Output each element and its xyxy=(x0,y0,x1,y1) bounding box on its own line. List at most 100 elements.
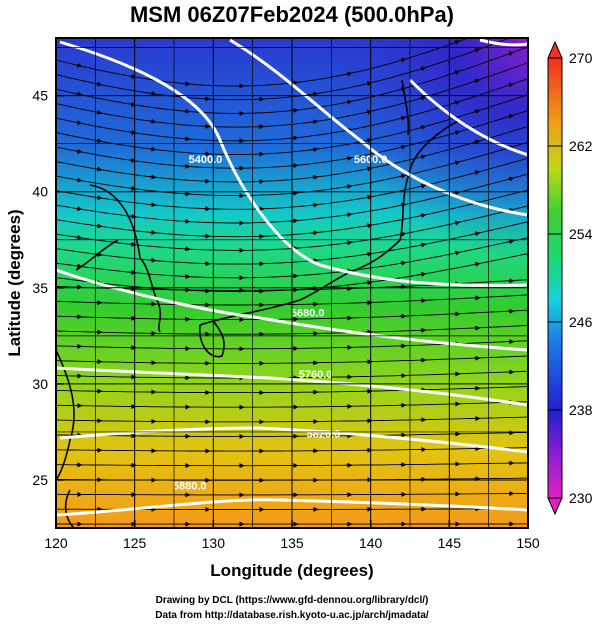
streamline-arrow xyxy=(419,125,427,130)
streamline-arrow xyxy=(419,271,427,277)
streamline-arrow xyxy=(345,155,353,161)
streamline-arrow xyxy=(95,109,103,115)
credit-drawing: Drawing by DCL (https://www.gfd-dennou.o… xyxy=(156,595,429,606)
y-tick-label: 45 xyxy=(32,88,48,104)
streamline-arrow xyxy=(453,100,461,106)
coastlines xyxy=(56,79,461,528)
streamline-arrow xyxy=(473,170,481,176)
contour-5760 xyxy=(56,366,528,407)
streamline-arrow xyxy=(291,163,299,169)
y-tick-label: 30 xyxy=(32,376,48,392)
x-axis-ticks: 120 125 130 135 140 145 150 xyxy=(44,520,540,551)
streamline-arrow xyxy=(473,139,481,145)
contour-label: 5400.0 xyxy=(189,154,223,166)
streamline-arrow xyxy=(311,202,319,208)
streamline-arrow xyxy=(149,257,157,263)
contour-5680 xyxy=(56,268,528,352)
contour-label: 5820.0 xyxy=(307,429,341,441)
streamline-arrow xyxy=(95,138,103,144)
colorbar-tick-label: 262 xyxy=(569,138,593,154)
streamline-arrow xyxy=(345,71,353,77)
streamline-arrow xyxy=(75,120,83,126)
x-tick-label: 125 xyxy=(123,535,147,551)
streamline-arrow xyxy=(95,223,103,229)
y-axis-ticks: 25 30 35 40 45 xyxy=(32,88,64,488)
streamline-arrow xyxy=(419,66,427,72)
x-tick-label: 150 xyxy=(516,535,540,551)
streamline-arrow xyxy=(399,57,407,63)
streamline-arrow xyxy=(399,173,407,179)
colorbar-ticks: 230 238 246 254 262 270 xyxy=(548,50,593,506)
x-tick-label: 140 xyxy=(359,535,383,551)
streamline-arrow xyxy=(183,108,191,114)
streamline-arrow xyxy=(149,174,157,180)
streamline-arrow xyxy=(75,263,83,269)
streamline-arrow xyxy=(453,160,461,166)
streamline-arrow xyxy=(473,261,481,267)
credit-data: Data from http://database.rish.kyoto-u.a… xyxy=(155,610,429,621)
streamline-arrow xyxy=(75,206,83,212)
x-tick-label: 145 xyxy=(438,535,462,551)
streamline-arrow xyxy=(507,239,515,245)
streamline-arrow xyxy=(508,21,514,23)
streamline-arrow xyxy=(345,212,353,218)
coastline-japan xyxy=(199,119,461,326)
streamline-arrow xyxy=(399,86,407,92)
streamline-arrow xyxy=(345,99,353,105)
x-tick-label: 135 xyxy=(280,535,304,551)
streamline-arrow xyxy=(95,251,103,257)
streamline-arrow xyxy=(453,220,461,226)
streamline-arrow xyxy=(95,166,103,172)
colorbar-tick-label: 246 xyxy=(569,314,593,330)
streamline-arrow xyxy=(149,91,157,96)
colorbar-scale xyxy=(547,57,563,499)
streamline-arrow xyxy=(311,119,319,125)
grid xyxy=(56,38,528,528)
colorbar-upper-arrow xyxy=(547,40,563,59)
colorbar-tick-label: 254 xyxy=(569,226,593,242)
streamline-arrow xyxy=(473,78,481,84)
contour-5500 xyxy=(408,78,528,157)
streamline-arrow xyxy=(311,174,319,180)
streamline-arrow xyxy=(75,62,83,68)
streamline-arrow xyxy=(399,144,407,150)
streamline-arrow xyxy=(399,231,407,237)
streamline-arrow xyxy=(291,80,299,86)
x-tick-label: 120 xyxy=(44,535,68,551)
streamline-arrow xyxy=(453,70,461,75)
x-tick-label: 130 xyxy=(202,535,226,551)
streamline-arrow xyxy=(453,250,461,256)
streamline-arrow xyxy=(183,81,191,87)
streamline-arrow xyxy=(311,230,319,236)
streamline-arrow xyxy=(473,48,481,53)
streamline-arrow xyxy=(75,177,83,183)
contour-label: 5760.0 xyxy=(299,369,333,381)
y-tick-label: 40 xyxy=(32,184,48,200)
streamline-arrow xyxy=(149,118,157,124)
contour-5880 xyxy=(56,498,528,517)
streamline-arrow xyxy=(419,154,427,160)
contour-5820 xyxy=(59,426,528,454)
streamline-arrow xyxy=(507,82,515,88)
streamline-arrow xyxy=(419,183,427,189)
streamline-arrow xyxy=(311,147,319,153)
contour-label: 5880.0 xyxy=(173,481,207,493)
streamline-arrow xyxy=(291,107,299,113)
streamline-arrow xyxy=(399,115,407,121)
colorbar-tick-label: 270 xyxy=(569,50,593,66)
streamline-arrow xyxy=(345,240,353,246)
streamline-arrow xyxy=(95,81,103,87)
streamline-arrow xyxy=(399,202,407,208)
streamline-arrow xyxy=(453,130,461,136)
streamline-arrow xyxy=(528,29,534,31)
contour-5400 xyxy=(59,40,528,287)
colorbar-tick-label: 238 xyxy=(569,402,593,418)
streamline-arrow xyxy=(149,229,157,235)
x-axis-label: Longitude (degrees) xyxy=(210,561,373,580)
streamline-arrow xyxy=(473,109,481,114)
streamline-arrow xyxy=(507,176,515,182)
streamline-arrow xyxy=(419,242,427,248)
streamline-arrow xyxy=(507,113,515,119)
y-axis-label: Latitude (degrees) xyxy=(5,209,24,356)
